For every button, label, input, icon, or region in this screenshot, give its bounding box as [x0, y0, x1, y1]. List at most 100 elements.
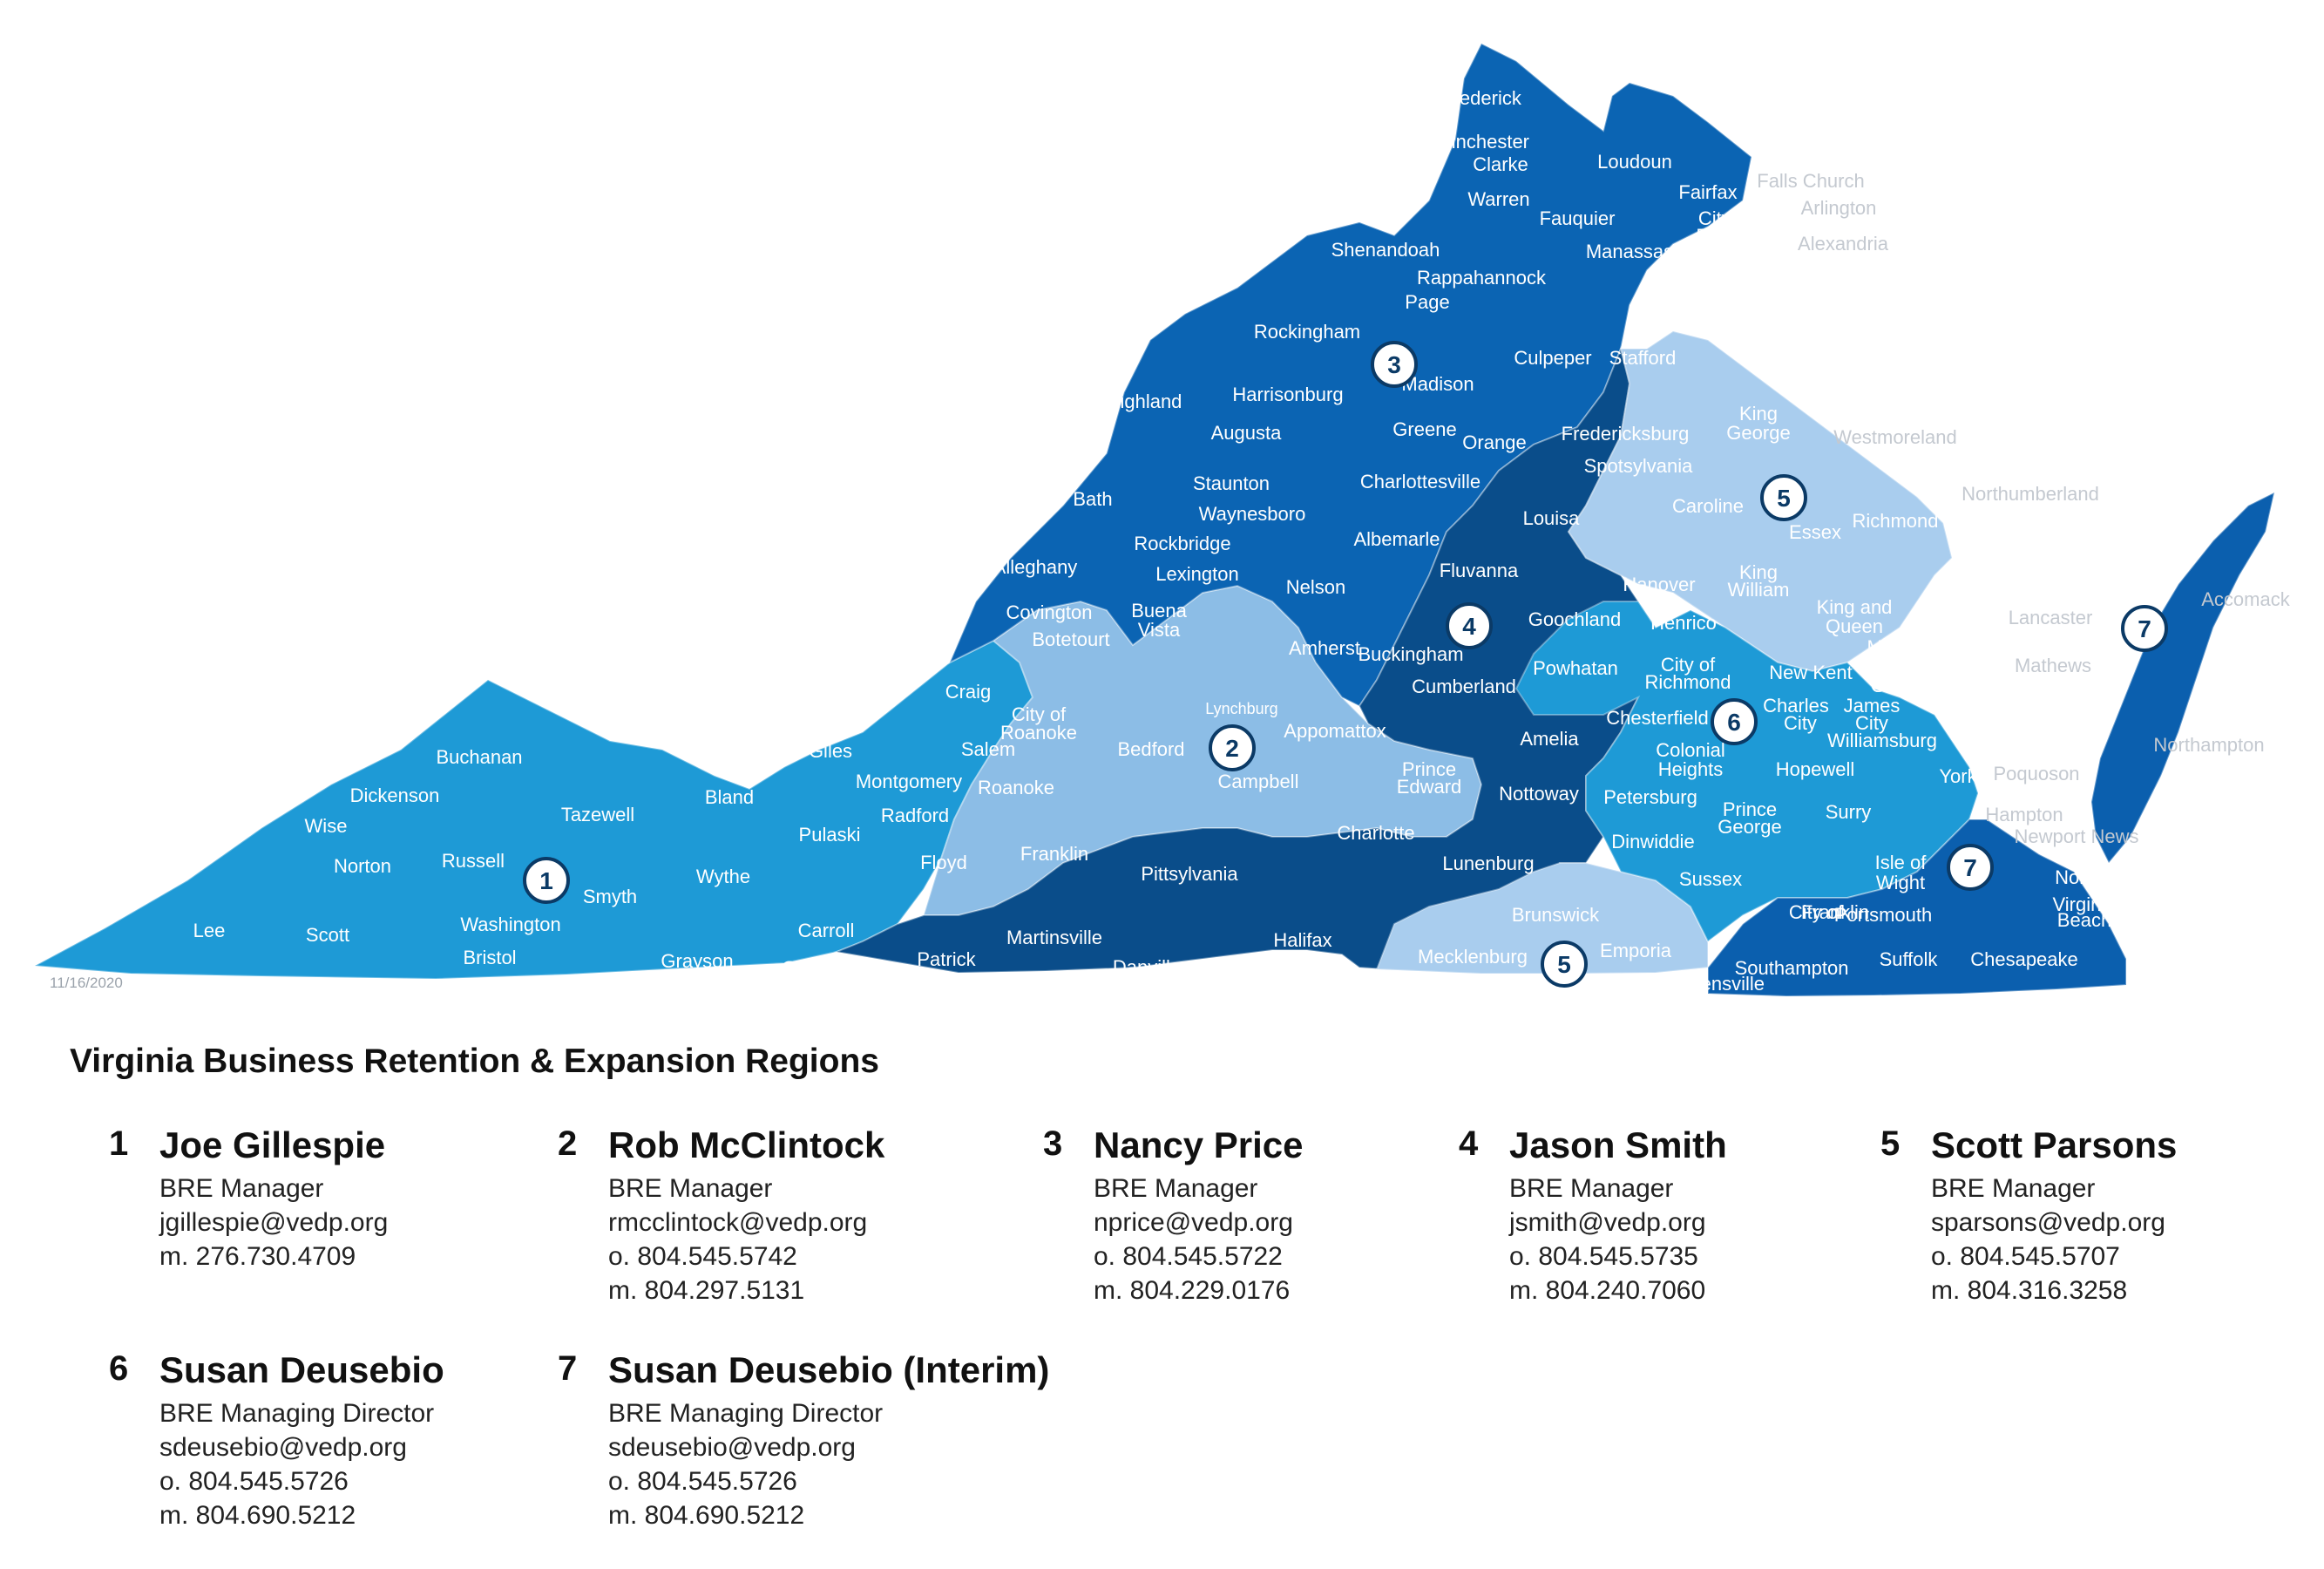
- county-label: Henry: [1027, 978, 1079, 1000]
- contact-role: BRE Managing Director: [159, 1399, 435, 1428]
- county-label: Fauquier: [1540, 207, 1616, 229]
- contact-email[interactable]: rmcclintock@vedp.org: [608, 1208, 868, 1237]
- county-label: Page: [1405, 291, 1449, 313]
- county-label: Wythe: [696, 866, 750, 887]
- badge-circle: [2121, 605, 2168, 652]
- badge-number: 5: [1777, 485, 1791, 512]
- county-label: Fredericksburg: [1562, 423, 1690, 445]
- county-label: Giles: [809, 740, 852, 762]
- contact-mobile-phone: m. 804.690.5212: [608, 1501, 805, 1530]
- county-label: Goochland: [1528, 608, 1621, 630]
- county-label: Winchester: [1433, 131, 1529, 153]
- county-label: City of: [1661, 654, 1716, 676]
- county-label: King: [1739, 561, 1778, 583]
- county-label: Culpeper: [1514, 347, 1591, 369]
- county-label: Petersburg: [1603, 786, 1697, 808]
- county-label: William: [1728, 579, 1790, 601]
- county-label: Virginia: [2053, 893, 2117, 915]
- county-label: Orange: [1462, 431, 1526, 453]
- county-label: Tazewell: [561, 804, 634, 825]
- contact-email[interactable]: sparsons@vedp.org: [1931, 1208, 2165, 1237]
- outside-county-label: Northampton: [2153, 734, 2264, 756]
- county-label: Nottoway: [1499, 783, 1579, 805]
- contact-mobile-phone: m. 804.229.0176: [1094, 1276, 1291, 1305]
- outside-county-label: Newport News: [2014, 825, 2138, 847]
- contact-role: BRE Managing Director: [608, 1399, 884, 1428]
- county-label: Heights: [1658, 758, 1724, 780]
- county-label: Roanoke: [1000, 722, 1077, 744]
- county-label: Powhatan: [1533, 657, 1618, 679]
- region-number: 4: [1459, 1124, 1479, 1163]
- badge-number: 3: [1387, 351, 1401, 378]
- outside-county-label: Accomack: [2201, 588, 2290, 610]
- badge-number: 1: [539, 867, 553, 894]
- county-label: Warren: [1467, 188, 1529, 210]
- county-label: Lynchburg: [1205, 700, 1277, 717]
- contact-role: BRE Manager: [608, 1174, 773, 1203]
- contact-email[interactable]: sdeusebio@vedp.org: [608, 1433, 856, 1462]
- region-badge-7: 7: [1947, 844, 1994, 891]
- county-label: Gloucester: [1871, 675, 1963, 696]
- county-label: Grayson: [661, 950, 733, 972]
- county-label: Middlesex: [1867, 636, 1953, 658]
- outside-county-label: Lancaster: [2009, 607, 2093, 628]
- outside-county-label: Arlington: [1801, 197, 1877, 219]
- county-label: Suffolk: [1880, 948, 1939, 970]
- contact-email[interactable]: sdeusebio@vedp.org: [159, 1433, 407, 1462]
- region-badge-3: 3: [1371, 341, 1418, 388]
- county-label: Charlottesville: [1360, 471, 1480, 492]
- region-badge-5: 5: [1541, 941, 1588, 988]
- badge-circle: [1209, 724, 1256, 771]
- county-label: Prince: [1672, 282, 1726, 304]
- county-label: Campbell: [1218, 771, 1299, 792]
- county-label: Caroline: [1672, 495, 1744, 517]
- region-7-eastern-shore-area: [2090, 491, 2276, 865]
- page-title: Virginia Business Retention & Expansion …: [70, 1043, 879, 1080]
- county-label: Staunton: [1193, 472, 1270, 494]
- county-label: Louisa: [1523, 507, 1581, 529]
- badge-circle: [1371, 341, 1418, 388]
- county-label: George: [1726, 422, 1790, 444]
- county-label: Bath: [1073, 488, 1112, 510]
- county-label: Hanover: [1623, 574, 1695, 595]
- contact-name: Rob McClintock: [608, 1124, 885, 1165]
- county-label: Salem: [961, 738, 1015, 760]
- county-label: Dinwiddie: [1611, 831, 1694, 852]
- contact-mobile-phone: m. 804.240.7060: [1509, 1276, 1706, 1305]
- region-badge-4: 4: [1446, 602, 1493, 649]
- county-label: Dickenson: [350, 784, 440, 806]
- county-label: George: [1718, 816, 1781, 838]
- badge-number: 7: [1963, 854, 1977, 881]
- county-label: Radford: [881, 805, 949, 826]
- county-label: Botetourt: [1032, 628, 1109, 650]
- outside-county-label: Poquoson: [1993, 763, 2079, 784]
- contact-email[interactable]: jgillespie@vedp.org: [159, 1208, 389, 1237]
- county-label: Martinsville: [1006, 927, 1102, 948]
- contact-office-phone: o. 804.545.5726: [608, 1467, 797, 1496]
- county-label: Emporia: [1600, 940, 1672, 961]
- contact-name: Susan Deusebio: [159, 1349, 444, 1390]
- county-label: Buchanan: [436, 746, 522, 768]
- county-label: Rockbridge: [1134, 533, 1230, 554]
- outside-county-label: Mathews: [2015, 655, 2091, 676]
- county-label: Charles: [1763, 695, 1829, 717]
- outside-labels: Falls Church Arlington Alexandria Westmorel…: [1757, 170, 2290, 847]
- region-7-area: [1707, 818, 2127, 998]
- contact-name: Scott Parsons: [1931, 1124, 2178, 1165]
- contact-office-phone: o. 804.545.5735: [1509, 1242, 1698, 1271]
- county-label: Lee: [193, 920, 226, 941]
- contact-email[interactable]: nprice@vedp.org: [1094, 1208, 1293, 1237]
- region-number: 6: [109, 1349, 129, 1388]
- county-label: Franklin: [1020, 843, 1088, 865]
- county-label: Halifax: [1273, 929, 1331, 951]
- county-label: Southampton: [1735, 957, 1849, 979]
- county-label: Williamsburg: [1827, 730, 1937, 751]
- county-label: Queen: [1826, 615, 1883, 637]
- outside-county-label: Falls Church: [1757, 170, 1864, 192]
- badge-circle: [1760, 474, 1807, 521]
- contact-email[interactable]: jsmith@vedp.org: [1509, 1208, 1706, 1237]
- contact-role: BRE Manager: [1931, 1174, 2096, 1203]
- county-label: City of: [1012, 703, 1067, 725]
- contact-mobile-phone: m. 804.297.5131: [608, 1276, 805, 1305]
- county-label: Sussex: [1679, 868, 1742, 890]
